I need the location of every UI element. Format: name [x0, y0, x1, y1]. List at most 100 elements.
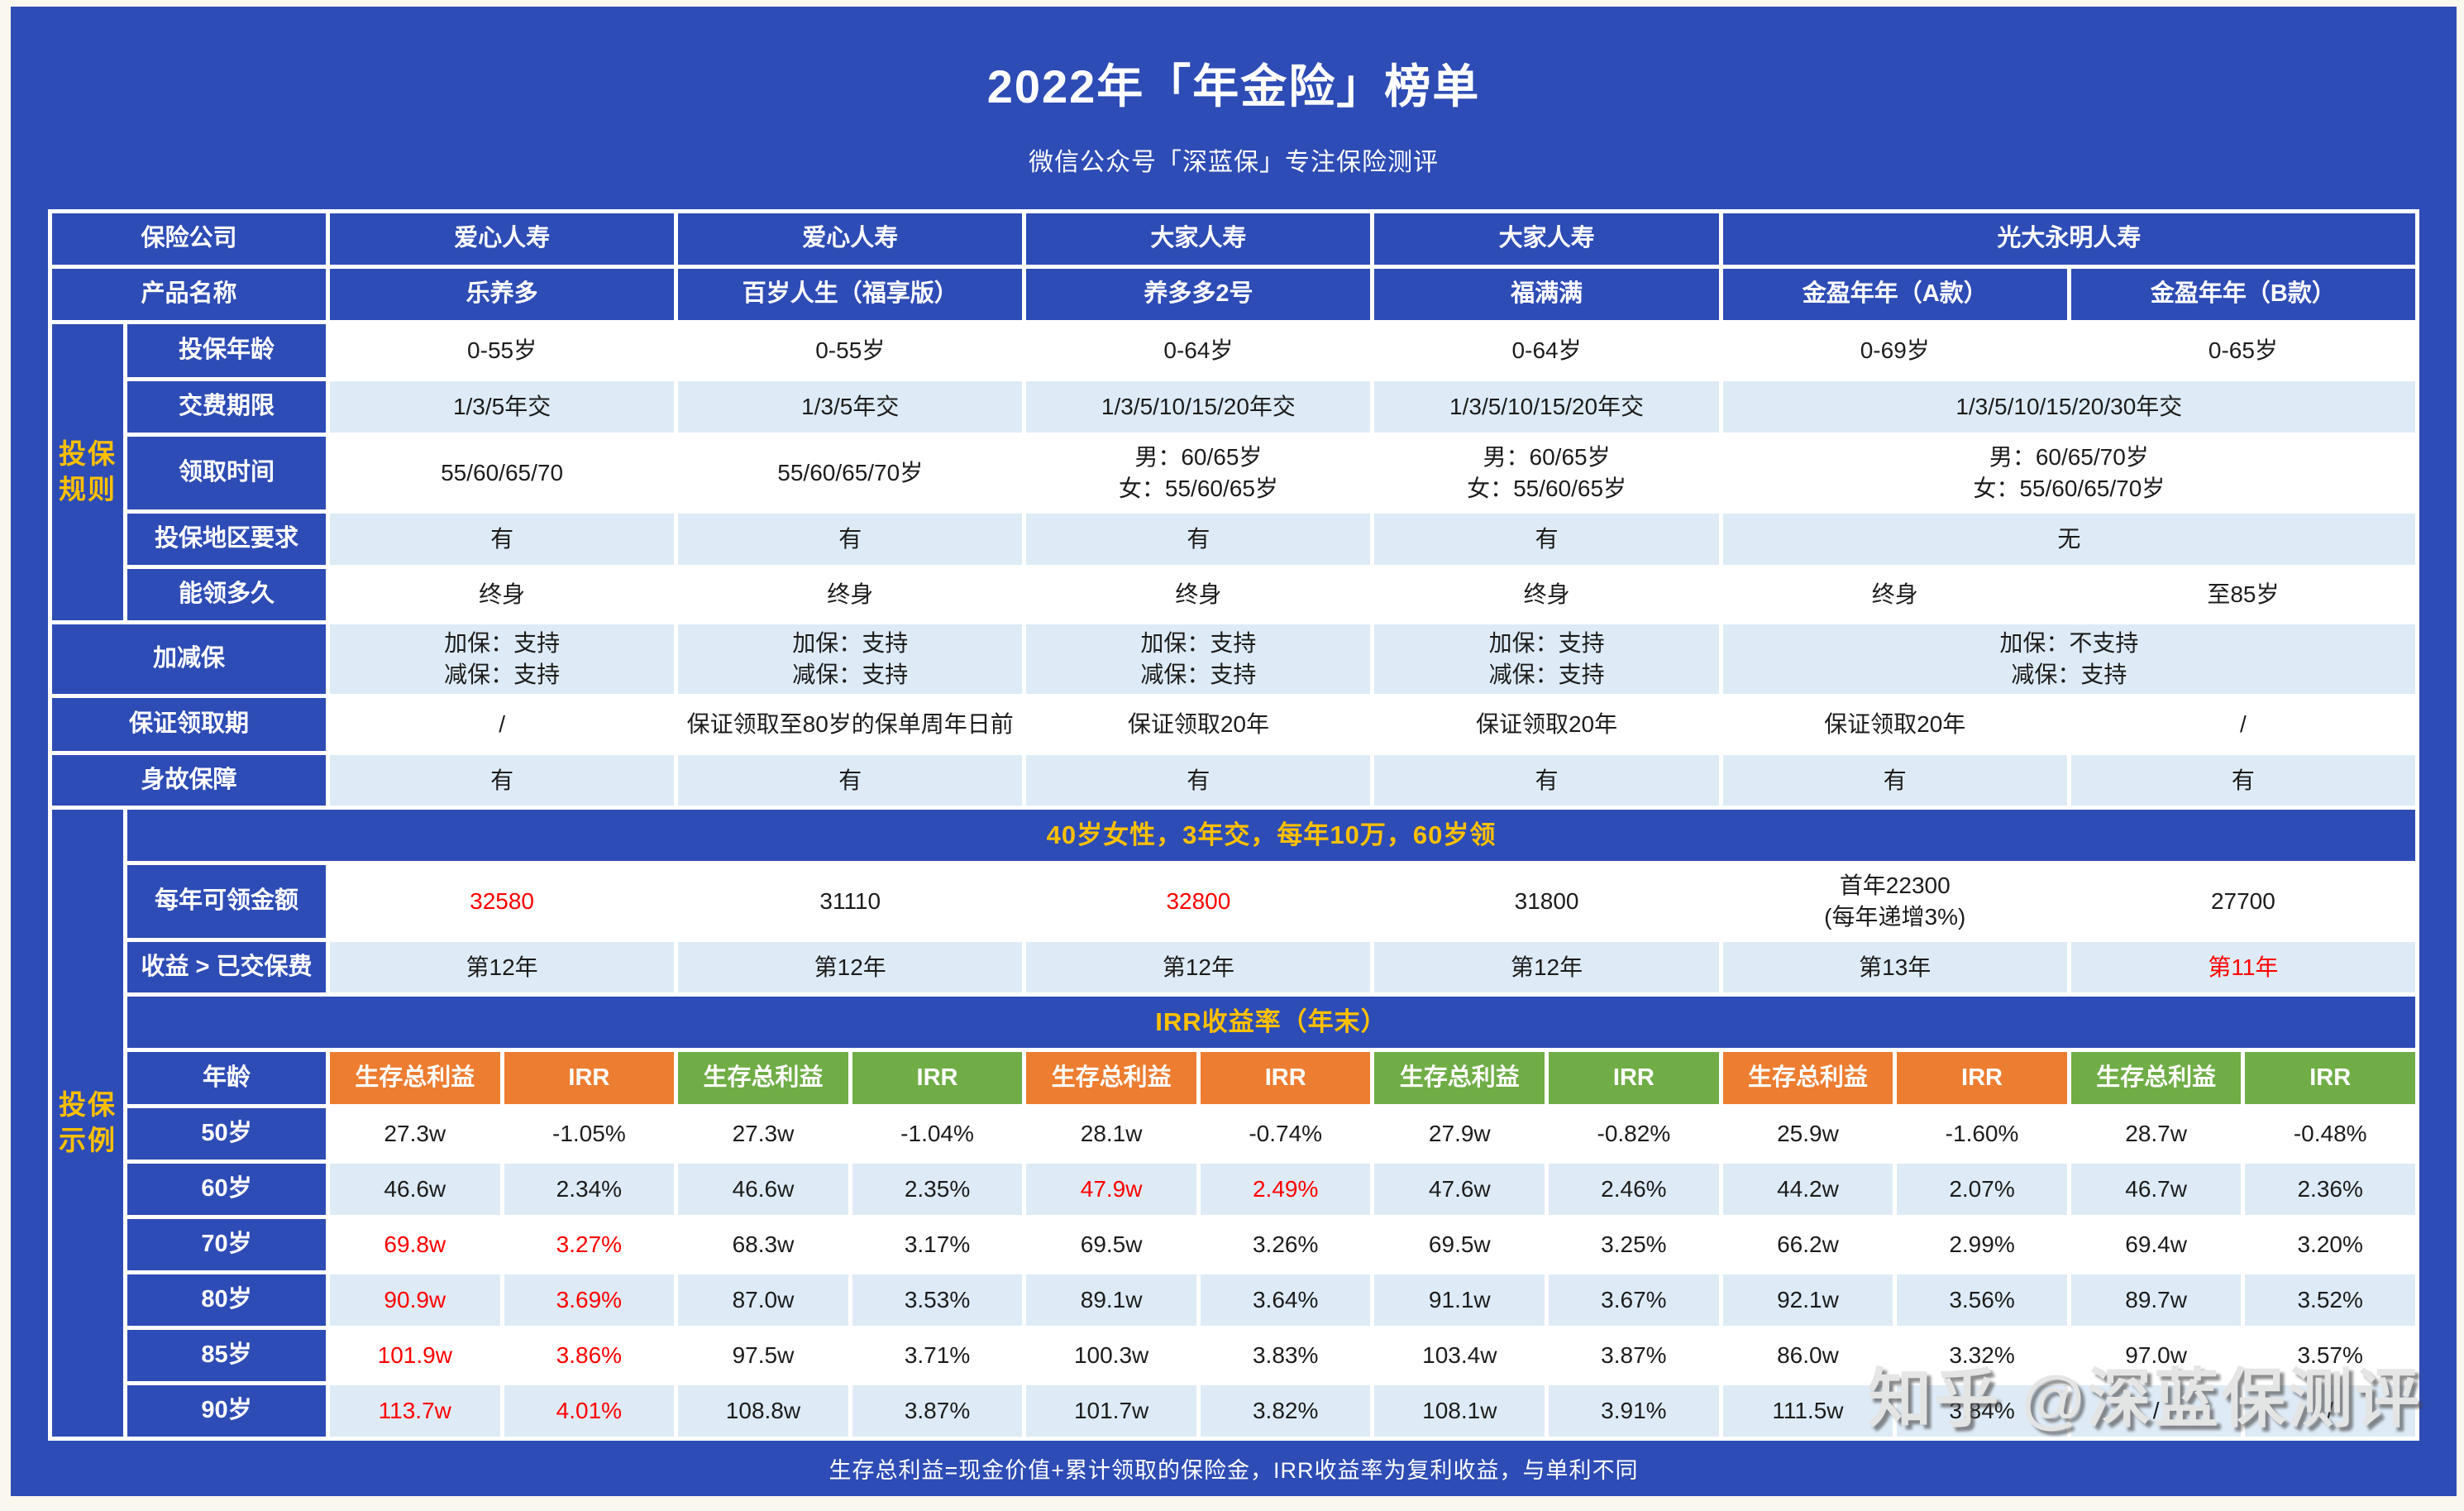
row-collect-time-cell: 55/60/65/70 — [330, 437, 675, 509]
row-age-85-cell: 3.83% — [1200, 1330, 1371, 1381]
row-label-guarantee: 保证领取期 — [52, 698, 326, 751]
row-label-duration: 能领多久 — [127, 569, 326, 620]
row-age-85-cell: 103.4w — [1374, 1330, 1545, 1381]
row-age-90-cell: 3.82% — [1200, 1385, 1371, 1437]
row-guarantee-period-cell: 保证领取20年 — [1722, 698, 2067, 751]
row-annual-amount-cell: 32580 — [330, 865, 675, 938]
row-payment-term-cell: 1/3/5/10/15/20年交 — [1026, 381, 1371, 433]
row-collect-time-cell: 55/60/65/70岁 — [678, 437, 1023, 509]
row-label-age-80: 80岁 — [127, 1274, 326, 1326]
row-age-50-cell: -0.74% — [1200, 1108, 1371, 1160]
row-region-requirement-cell: 有 — [1026, 514, 1371, 565]
comparison-table: 保险公司 爱心人寿 爱心人寿 大家人寿 大家人寿 光大永明人寿 产品名称 乐养多 百岁人生（福享… — [48, 209, 2419, 1441]
row-region-requirement-cell: 无 — [1722, 514, 2415, 565]
row-age-50-cell: 28.7w — [2070, 1108, 2242, 1160]
row-age-cell: 0-69岁 — [1722, 324, 2067, 377]
group-label-rules: 投保 规则 — [52, 324, 123, 620]
row-age-cell: 0-64岁 — [1026, 324, 1371, 377]
row-breakeven-cell: 第13年 — [1722, 942, 2067, 992]
row-age-90-cell: 3.84% — [1897, 1385, 2067, 1437]
row-duration-cell: 终身 — [1026, 569, 1371, 620]
row-age-80-cell: 3.53% — [852, 1274, 1023, 1326]
row-age-70-cell: 66.2w — [1722, 1219, 1893, 1270]
row-duration-cell: 终身 — [1722, 569, 2067, 620]
row-label-age-50: 50岁 — [127, 1108, 326, 1160]
row-annual-amount-cell: 首年22300 (每年递增3%) — [1722, 865, 2067, 938]
row-region-requirement-cell: 有 — [678, 514, 1023, 565]
row-age-70-cell: 3.27% — [504, 1219, 675, 1270]
row-age-60-cell: 47.6w — [1374, 1164, 1545, 1215]
row-age-85-cell: 3.87% — [1549, 1330, 1719, 1381]
row-age-50-cell: 28.1w — [1026, 1108, 1196, 1160]
row-age-60-cell: 46.6w — [678, 1164, 848, 1215]
row-duration-cell: 终身 — [330, 569, 675, 620]
row-guarantee-period-cell: 保证领取至80岁的保单周年日前 — [678, 698, 1023, 751]
row-death-benefit-cell: 有 — [1722, 755, 2067, 806]
row-age-90-cell: 113.7w — [330, 1385, 500, 1437]
row-payment-term-cell: 1/3/5年交 — [678, 381, 1023, 433]
row-age-90-cell: 108.8w — [678, 1385, 848, 1437]
row-age-70-cell: 3.20% — [2245, 1219, 2415, 1270]
row-age-90-cell: 108.1w — [1374, 1385, 1545, 1437]
row-region-requirement-cell: 有 — [1374, 514, 1719, 565]
row-guarantee-period-cell: 保证领取20年 — [1026, 698, 1371, 751]
company-row-cell: 爱心人寿 — [678, 213, 1023, 265]
row-age-80-cell: 3.56% — [1897, 1274, 2067, 1326]
row-payment-term-cell: 1/3/5年交 — [330, 381, 675, 433]
row-breakeven-cell: 第12年 — [1374, 942, 1719, 992]
row-adjust-cell: 加保：支持 减保：支持 — [678, 624, 1023, 694]
row-age-50-cell: 27.3w — [330, 1108, 500, 1160]
row-label-age: 投保年龄 — [127, 324, 326, 377]
page-subtitle: 微信公众号「深蓝保」专注保险测评 — [1029, 149, 1439, 176]
row-age-85-cell: 101.9w — [330, 1330, 500, 1381]
row-age-85-cell: 3.32% — [1897, 1330, 2067, 1381]
row-adjust-cell: 加保：支持 减保：支持 — [330, 624, 675, 694]
row-age-80-cell: 3.52% — [2245, 1274, 2415, 1326]
row-age-80-cell: 3.69% — [504, 1274, 675, 1326]
row-label-collect-time: 领取时间 — [127, 437, 326, 509]
row-annual-amount-cell: 27700 — [2070, 865, 2415, 938]
row-age-80-cell: 87.0w — [678, 1274, 848, 1326]
product-label: 产品名称 — [52, 269, 326, 320]
scenario-banner: 40岁女性，3年交，每年10万，60岁领 — [127, 810, 2415, 861]
product-row-cell: 养多多2号 — [1026, 269, 1371, 320]
row-duration-cell: 至85岁 — [2070, 569, 2415, 620]
company-row-cell: 爱心人寿 — [330, 213, 675, 265]
row-age-50-cell: -1.60% — [1897, 1108, 2067, 1160]
row-age-70-cell: 69.4w — [2070, 1219, 2242, 1270]
row-age-85-cell: 86.0w — [1722, 1330, 1893, 1381]
row-age-70-cell: 3.17% — [852, 1219, 1023, 1270]
row-age-90-cell: 111.5w — [1722, 1385, 1893, 1437]
row-age-70-cell: 2.99% — [1897, 1219, 2067, 1270]
row-age-70-cell: 3.25% — [1549, 1219, 1719, 1270]
group-label-example: 投保 示例 — [52, 810, 123, 1437]
row-duration-cell: 终身 — [678, 569, 1023, 620]
row-age-90-cell: / — [2245, 1385, 2415, 1437]
row-label-age-60: 60岁 — [127, 1164, 326, 1215]
row-age-70-cell: 69.8w — [330, 1219, 500, 1270]
product-row-cell: 乐养多 — [330, 269, 675, 320]
row-age-cell: 0-64岁 — [1374, 324, 1719, 377]
row-age-60-cell: 2.34% — [504, 1164, 675, 1215]
irr-header-row-cell: IRR — [2245, 1052, 2415, 1104]
row-age-70-cell: 69.5w — [1026, 1219, 1196, 1270]
row-age-50-cell: 25.9w — [1722, 1108, 1893, 1160]
row-guarantee-period-cell: / — [330, 698, 675, 751]
row-age-60-cell: 2.49% — [1200, 1164, 1371, 1215]
row-annual-amount-cell: 32800 — [1026, 865, 1371, 938]
row-age-60-cell: 2.36% — [2245, 1164, 2415, 1215]
row-age-85-cell: 3.57% — [2245, 1330, 2415, 1381]
row-breakeven-cell: 第12年 — [330, 942, 675, 992]
row-duration-cell: 终身 — [1374, 569, 1719, 620]
row-label-age-90: 90岁 — [127, 1385, 326, 1437]
row-age-cell: 0-55岁 — [330, 324, 675, 377]
row-age-50-cell: -0.48% — [2245, 1108, 2415, 1160]
row-age-70-cell: 68.3w — [678, 1219, 848, 1270]
row-annual-amount-cell: 31800 — [1374, 865, 1719, 938]
row-age-90-cell: 4.01% — [504, 1385, 675, 1437]
product-row-cell: 百岁人生（福享版） — [678, 269, 1023, 320]
row-guarantee-period-cell: / — [2070, 698, 2415, 751]
row-death-benefit-cell: 有 — [1374, 755, 1719, 806]
row-annual-amount-cell: 31110 — [678, 865, 1023, 938]
